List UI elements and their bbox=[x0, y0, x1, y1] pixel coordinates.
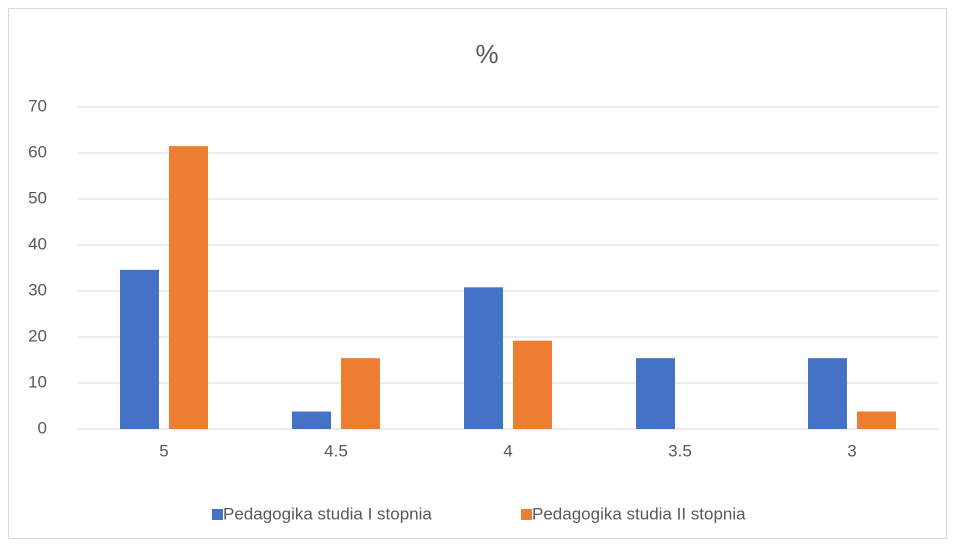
bar bbox=[808, 358, 847, 429]
chart-title: % bbox=[475, 39, 498, 69]
y-tick-label: 30 bbox=[28, 280, 47, 299]
bar bbox=[857, 411, 896, 429]
y-tick-label: 40 bbox=[28, 234, 47, 253]
y-tick-label: 10 bbox=[28, 372, 47, 391]
legend-swatch bbox=[212, 509, 223, 520]
x-tick-label: 5 bbox=[159, 441, 168, 460]
bar bbox=[169, 146, 208, 429]
y-tick-label: 0 bbox=[38, 418, 47, 437]
legend-label: Pedagogika studia II stopnia bbox=[532, 504, 746, 523]
x-tick-label: 3 bbox=[847, 441, 856, 460]
x-tick-label: 3.5 bbox=[668, 441, 692, 460]
x-tick-label: 4 bbox=[503, 441, 512, 460]
y-tick-label: 70 bbox=[28, 96, 47, 115]
bar bbox=[513, 340, 552, 429]
y-tick-label: 50 bbox=[28, 188, 47, 207]
y-tick-label: 20 bbox=[28, 326, 47, 345]
x-tick-label: 4.5 bbox=[324, 441, 348, 460]
bar bbox=[292, 411, 331, 429]
bar bbox=[464, 287, 503, 429]
legend-label: Pedagogika studia I stopnia bbox=[223, 504, 432, 523]
bar bbox=[636, 358, 675, 429]
legend-swatch bbox=[521, 509, 532, 520]
bar bbox=[341, 358, 380, 429]
bar bbox=[120, 269, 159, 429]
chart-border bbox=[8, 8, 947, 539]
y-tick-label: 60 bbox=[28, 142, 47, 161]
